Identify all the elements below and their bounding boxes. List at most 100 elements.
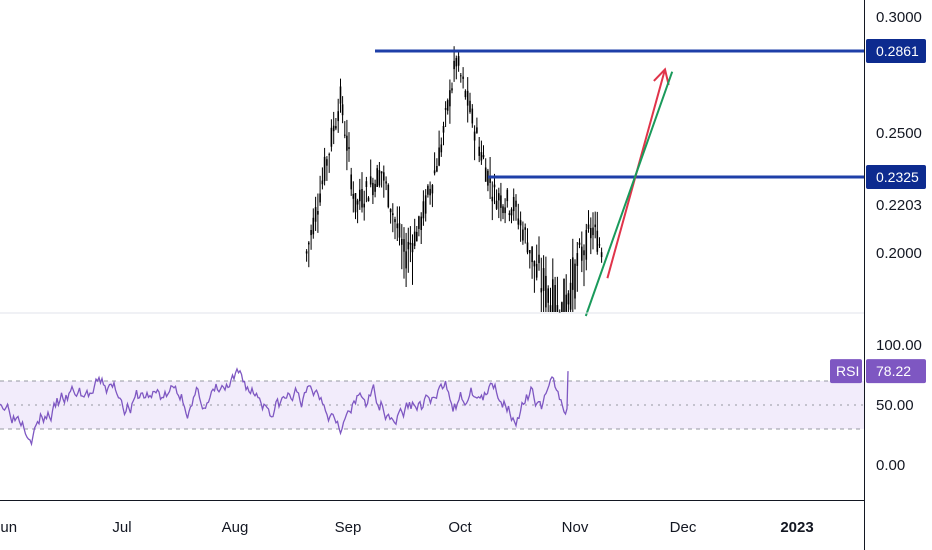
candle-body-28 — [367, 197, 370, 202]
candle-body-69 — [457, 56, 460, 66]
candle-body-2 — [310, 230, 312, 236]
rsi-pane[interactable] — [0, 367, 864, 447]
candle-body-23 — [356, 200, 359, 205]
time-axis[interactable]: Jun Jul Aug Sep Oct Nov Dec 2023 — [0, 519, 814, 536]
candle-body-42 — [398, 223, 401, 238]
candle-body-22 — [354, 193, 357, 213]
candle-body-120 — [572, 257, 574, 290]
candle-body-38 — [389, 208, 392, 213]
price-tag-1[interactable] — [866, 165, 926, 189]
candle-body-41 — [396, 223, 399, 229]
candle-body-115 — [561, 302, 563, 312]
candle-body-4 — [314, 207, 317, 222]
candle-body-91 — [506, 189, 509, 202]
candle-body-71 — [462, 76, 464, 79]
candle-body-7 — [321, 180, 324, 185]
time-tick-0: Jun — [0, 519, 17, 536]
candle-body-9 — [326, 159, 328, 166]
rsi-scale[interactable]: 100.00 50.00 0.00 RSI 78.22 — [830, 337, 926, 474]
candle-body-127 — [587, 224, 590, 229]
candle-body-128 — [590, 228, 592, 239]
candle-body-36 — [385, 181, 387, 184]
candle-body-92 — [508, 213, 511, 215]
candle-body-29 — [369, 176, 372, 185]
candle-body-40 — [394, 219, 396, 223]
candle-body-70 — [460, 75, 462, 77]
trend-arrow-head-0 — [653, 67, 670, 86]
candle-body-76 — [473, 131, 476, 141]
candle-body-132 — [598, 244, 601, 246]
price-scale[interactable]: 0.3000 0.2500 0.2203 0.2000 0.2861 0.2325 — [866, 9, 926, 262]
time-tick-1: Jul — [112, 519, 131, 536]
candle-body-54 — [424, 195, 427, 214]
candle-body-89 — [502, 206, 504, 213]
candle-body-85 — [493, 184, 496, 188]
candle-body-118 — [567, 293, 570, 305]
time-tick-4: Oct — [448, 519, 472, 536]
candle-body-18 — [346, 135, 348, 151]
price-tick-1: 0.2500 — [876, 125, 922, 142]
candle-body-5 — [317, 211, 319, 215]
rsi-name-badge[interactable] — [830, 359, 862, 384]
candle-body-80 — [482, 155, 485, 158]
candle-body-79 — [480, 152, 483, 161]
candle-body-108 — [545, 275, 547, 308]
candle-body-93 — [510, 209, 513, 216]
candle-body-44 — [403, 239, 405, 252]
candle-body-95 — [515, 200, 517, 207]
candle-body-122 — [576, 253, 579, 266]
candle-body-130 — [594, 224, 596, 228]
candle-body-106 — [540, 288, 543, 293]
trend-arrow-1[interactable] — [584, 71, 674, 317]
candle-body-35 — [383, 172, 385, 181]
candle-body-60 — [438, 147, 440, 166]
candle-body-107 — [542, 268, 545, 291]
candle-body-52 — [420, 216, 422, 230]
candle-body-46 — [407, 241, 410, 250]
candle-body-12 — [332, 125, 335, 132]
rsi-value-badge[interactable] — [866, 359, 926, 384]
candle-body-117 — [565, 294, 567, 312]
candle-body-86 — [495, 200, 498, 209]
candle-body-57 — [431, 185, 434, 194]
candle-body-11 — [330, 127, 333, 147]
price-candles — [305, 46, 603, 313]
candle-body-90 — [504, 207, 506, 214]
candle-body-74 — [469, 100, 471, 113]
candle-body-126 — [585, 229, 588, 260]
price-tag-0[interactable] — [866, 39, 926, 63]
candle-body-124 — [581, 246, 583, 261]
candle-body-47 — [409, 242, 412, 245]
candle-body-53 — [422, 201, 425, 219]
candle-body-0 — [305, 251, 308, 254]
candle-body-24 — [359, 189, 361, 202]
price-pane[interactable] — [305, 46, 864, 317]
candle-body-116 — [563, 278, 565, 312]
candle-body-1 — [308, 242, 310, 245]
candle-body-34 — [380, 171, 383, 174]
rsi-band-fill — [0, 381, 864, 429]
candle-body-49 — [413, 231, 416, 246]
time-tick-6: Dec — [670, 519, 697, 536]
candle-body-48 — [411, 243, 414, 253]
candle-body-87 — [498, 193, 500, 201]
candle-body-10 — [328, 154, 330, 156]
trend-arrows[interactable] — [584, 67, 674, 317]
candle-body-64 — [446, 100, 449, 111]
candle-body-102 — [531, 246, 533, 263]
rsi-tick-1: 50.00 — [876, 397, 914, 414]
candle-body-30 — [372, 182, 374, 196]
candle-body-78 — [478, 146, 480, 156]
candle-body-96 — [517, 218, 520, 225]
candle-body-104 — [535, 263, 538, 278]
rsi-tick-0: 100.00 — [876, 337, 922, 354]
price-tick-3: 0.2000 — [876, 245, 922, 262]
price-levels[interactable] — [375, 49, 864, 179]
rsi-name-label: RSI — [836, 363, 859, 379]
candle-body-45 — [405, 251, 407, 269]
candle-body-19 — [348, 147, 350, 150]
rsi-tick-2: 0.00 — [876, 457, 905, 474]
time-tick-2: Aug — [222, 519, 249, 536]
candle-body-68 — [455, 58, 458, 67]
